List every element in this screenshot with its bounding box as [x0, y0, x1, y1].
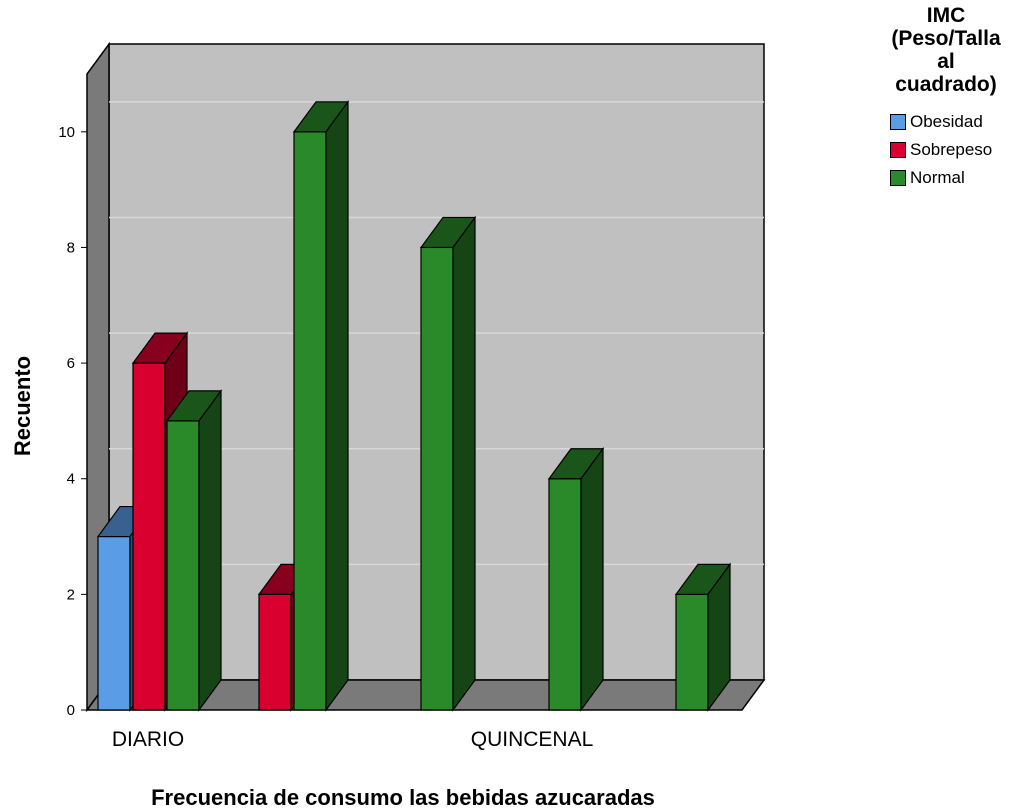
bar-normal	[674, 562, 732, 712]
legend-title-line: IMC	[926, 4, 966, 27]
legend-title-line: cuadrado)	[895, 73, 997, 96]
legend-swatch	[890, 142, 906, 158]
y-tick-label: 6	[67, 355, 75, 372]
legend-item-sobrepeso: Sobrepeso	[890, 136, 1020, 164]
x-category-label: DIARIO	[112, 728, 184, 751]
y-axis-ticks: 0 2 4 6 8 10	[58, 124, 87, 719]
y-tick-label: 8	[67, 239, 75, 256]
legend-title-line: (Peso/Talla	[891, 27, 1001, 50]
y-tick-label: 2	[67, 586, 75, 603]
y-tick-label: 0	[67, 702, 75, 719]
legend: IMC (Peso/Talla al cuadrado) Obesidad So…	[880, 4, 1020, 192]
legend-label: Sobrepeso	[910, 140, 993, 159]
legend-label: Normal	[910, 168, 965, 187]
legend-swatch	[890, 170, 906, 186]
y-tick-label: 4	[67, 471, 75, 488]
bar-normal	[165, 389, 223, 712]
legend-items: Obesidad Sobrepeso Normal	[890, 108, 1020, 192]
legend-title: IMC (Peso/Talla al cuadrado)	[880, 4, 1012, 96]
legend-swatch	[890, 114, 906, 130]
bar-normal	[292, 99, 350, 712]
legend-label: Obesidad	[910, 112, 983, 131]
legend-item-obesidad: Obesidad	[890, 108, 1020, 136]
x-axis-title: Frecuencia de consumo las bebidas azucar…	[151, 785, 655, 810]
bar-normal	[547, 446, 605, 712]
bar-normal	[419, 215, 477, 712]
y-tick-label: 10	[58, 124, 75, 141]
legend-title-line: al	[937, 50, 955, 73]
y-axis-title: Recuento	[10, 356, 35, 456]
chart-bars	[96, 99, 732, 712]
x-category-label: QUINCENAL	[471, 728, 594, 751]
legend-item-normal: Normal	[890, 164, 1020, 192]
x-axis-categories: DIARIO QUINCENAL	[112, 728, 593, 751]
